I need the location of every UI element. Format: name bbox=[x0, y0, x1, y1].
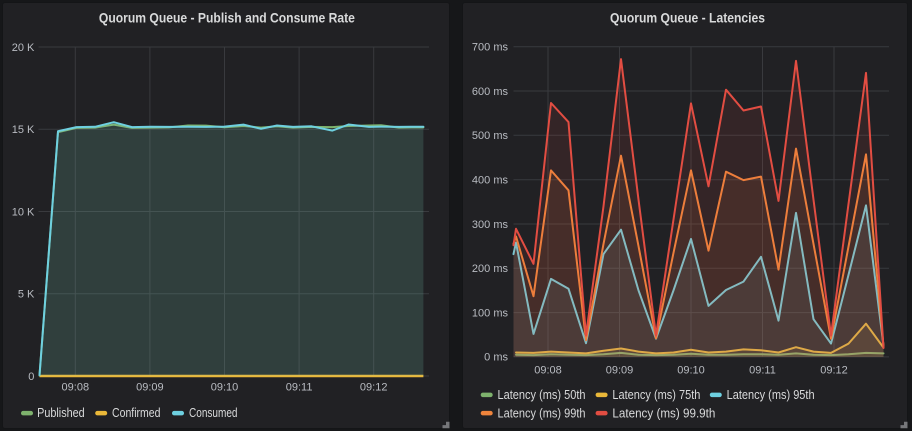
svg-text:0: 0 bbox=[28, 371, 34, 383]
svg-text:5 K: 5 K bbox=[18, 289, 35, 301]
svg-text:09:10: 09:10 bbox=[677, 364, 705, 376]
svg-text:Quorum Queue - Publish and Con: Quorum Queue - Publish and Consume Rate bbox=[99, 9, 355, 25]
svg-text:700 ms: 700 ms bbox=[472, 42, 509, 54]
svg-text:15 K: 15 K bbox=[12, 124, 35, 136]
svg-text:09:11: 09:11 bbox=[286, 382, 313, 394]
svg-text:Quorum Queue - Latencies: Quorum Queue - Latencies bbox=[610, 9, 765, 25]
svg-text:09:12: 09:12 bbox=[360, 382, 388, 394]
svg-text:09:12: 09:12 bbox=[820, 364, 848, 376]
svg-text:10 K: 10 K bbox=[12, 206, 35, 218]
svg-text:Latency (ms) 99th: Latency (ms) 99th bbox=[498, 405, 586, 420]
svg-text:Consumed: Consumed bbox=[189, 405, 238, 420]
svg-text:09:08: 09:08 bbox=[62, 382, 90, 394]
svg-text:200 ms: 200 ms bbox=[472, 263, 509, 275]
svg-text:Latency (ms) 75th: Latency (ms) 75th bbox=[612, 387, 700, 402]
svg-text:Confirmed: Confirmed bbox=[112, 405, 161, 420]
svg-text:09:09: 09:09 bbox=[606, 364, 634, 376]
svg-text:09:11: 09:11 bbox=[749, 364, 776, 376]
svg-text:100 ms: 100 ms bbox=[472, 307, 509, 319]
svg-text:09:10: 09:10 bbox=[211, 382, 239, 394]
svg-text:09:09: 09:09 bbox=[136, 382, 164, 394]
svg-text:Latency (ms) 99.9th: Latency (ms) 99.9th bbox=[612, 405, 715, 420]
svg-text:Latency (ms) 50th: Latency (ms) 50th bbox=[498, 387, 586, 402]
svg-text:600 ms: 600 ms bbox=[472, 86, 509, 98]
svg-text:20 K: 20 K bbox=[12, 42, 35, 54]
svg-text:400 ms: 400 ms bbox=[472, 175, 509, 187]
svg-text:Latency (ms) 95th: Latency (ms) 95th bbox=[727, 387, 815, 402]
svg-text:0 ms: 0 ms bbox=[484, 352, 508, 364]
svg-text:300 ms: 300 ms bbox=[472, 219, 509, 231]
svg-text:500 ms: 500 ms bbox=[472, 130, 509, 142]
svg-text:09:08: 09:08 bbox=[534, 364, 562, 376]
svg-text:Published: Published bbox=[37, 405, 85, 420]
